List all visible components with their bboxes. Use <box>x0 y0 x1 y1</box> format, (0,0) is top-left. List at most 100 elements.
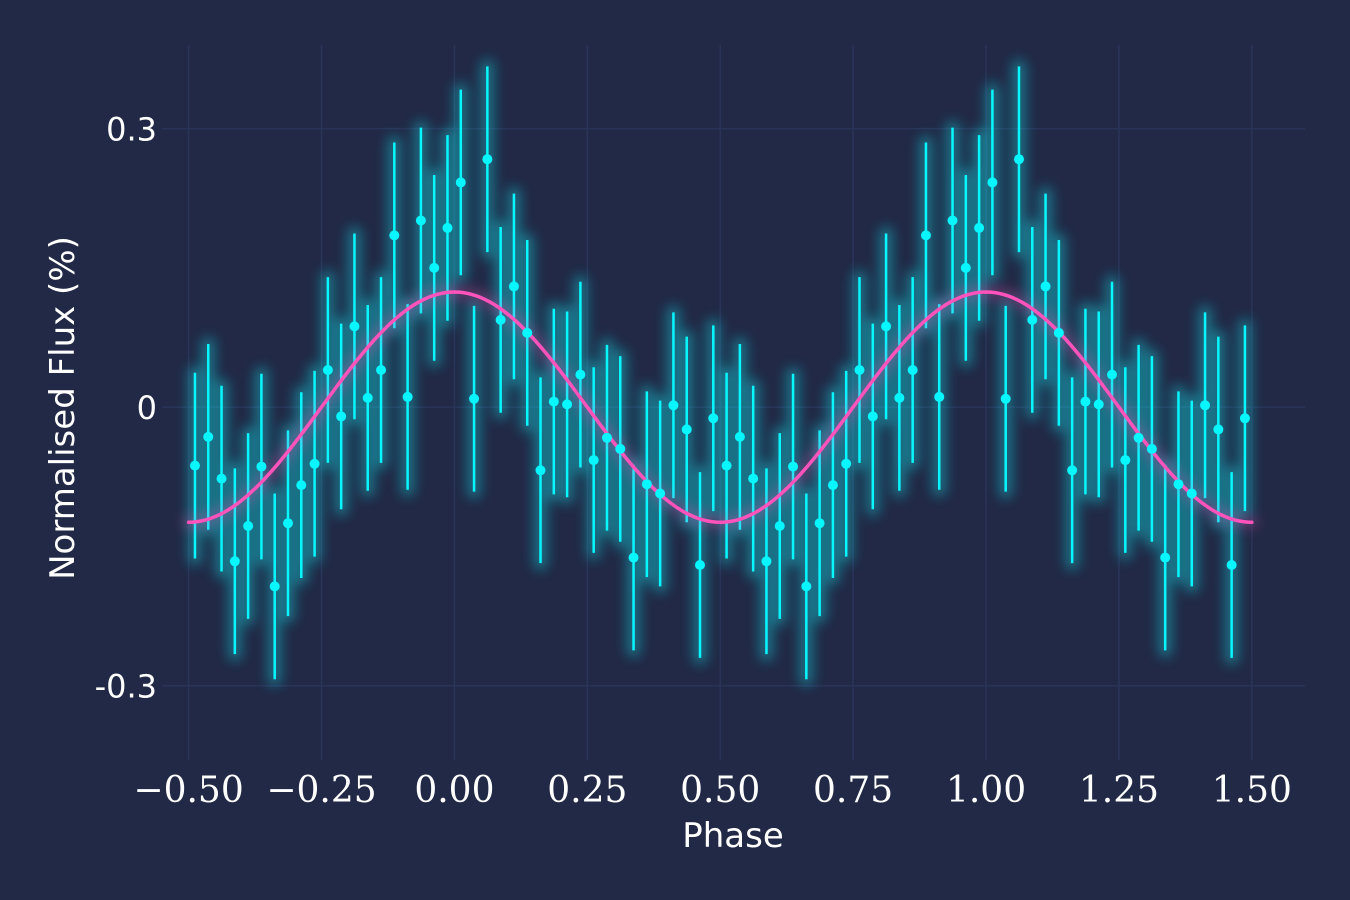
data-point <box>668 400 679 411</box>
data-point <box>1067 465 1078 476</box>
model-line-group <box>181 284 1259 530</box>
data-point <box>296 480 307 491</box>
data-point <box>1120 455 1131 466</box>
data-point <box>655 488 666 499</box>
data-point <box>189 460 200 471</box>
y-tick-label: 0.3 <box>106 111 157 149</box>
data-point <box>1080 396 1091 407</box>
data-point <box>1107 369 1118 380</box>
data-point <box>934 391 945 402</box>
data-point <box>415 215 426 226</box>
data-point <box>641 479 652 490</box>
data-point <box>695 560 706 570</box>
y-axis-label: Normalised Flux (%) <box>43 236 83 580</box>
data-point <box>243 521 254 531</box>
data-point <box>974 222 985 233</box>
data-point <box>269 581 280 592</box>
data-point <box>628 552 639 563</box>
data-point <box>708 413 719 424</box>
data-point <box>455 177 466 188</box>
data-point <box>1000 393 1011 404</box>
data-point <box>508 281 519 292</box>
data-point <box>960 262 971 273</box>
x-axis-ticks: −0.50 −0.25 0.00 0.25 0.50 0.75 1.00 1.25 1.50 <box>133 770 1291 811</box>
data-point <box>282 518 293 529</box>
data-point <box>1160 552 1171 563</box>
data-point <box>748 473 759 484</box>
data-point <box>362 392 373 403</box>
data-point <box>216 473 227 484</box>
data-point <box>1053 327 1064 338</box>
data-point <box>322 365 333 375</box>
data-point <box>854 365 865 375</box>
data-point <box>894 392 905 403</box>
data-point <box>442 222 453 233</box>
data-point <box>907 365 918 375</box>
data-point <box>1013 154 1024 165</box>
x-tick-label: 0.50 <box>680 770 760 811</box>
x-tick-label: 1.25 <box>1079 770 1159 811</box>
data-point <box>1239 413 1250 424</box>
x-tick-label: 0.75 <box>813 770 893 811</box>
data-point <box>1186 488 1197 499</box>
data-point <box>575 369 586 380</box>
y-axis-ticks: -0.3 0 0.3 <box>95 111 157 706</box>
y-tick-label: 0 <box>137 389 157 427</box>
data-point <box>947 215 958 226</box>
data-point <box>987 177 998 188</box>
x-tick-label: 0.25 <box>547 770 627 811</box>
data-point <box>548 396 559 407</box>
y-tick-label: -0.3 <box>95 668 157 706</box>
data-point <box>1027 314 1038 325</box>
data-point <box>469 393 480 404</box>
data-point <box>1226 560 1237 570</box>
data-point <box>827 480 838 491</box>
data-point <box>761 556 772 567</box>
x-tick-label: −0.25 <box>266 770 376 811</box>
data-point <box>429 262 440 273</box>
data-point <box>1200 400 1211 411</box>
data-point <box>1173 479 1184 490</box>
data-point <box>1093 399 1104 410</box>
data-point <box>1146 443 1157 454</box>
data-point <box>203 431 214 442</box>
data-point <box>229 556 240 567</box>
data-point <box>601 432 612 443</box>
data-point <box>721 460 732 471</box>
data-point <box>881 321 892 332</box>
x-tick-label: −0.50 <box>133 770 243 811</box>
data-points <box>189 154 1250 592</box>
x-axis-label: Phase <box>682 816 784 856</box>
data-point <box>482 154 493 165</box>
data-point <box>774 521 785 531</box>
data-point <box>1040 281 1051 292</box>
data-point <box>588 455 599 466</box>
data-point <box>336 411 347 422</box>
data-point <box>734 431 745 442</box>
data-point <box>1133 432 1144 443</box>
data-point <box>522 327 533 338</box>
x-tick-label: 1.50 <box>1212 770 1292 811</box>
data-point <box>349 321 360 332</box>
data-point <box>681 424 692 435</box>
data-point <box>920 230 931 241</box>
model-line <box>186 290 1254 525</box>
data-point <box>389 230 400 241</box>
data-point <box>309 458 320 469</box>
x-tick-label: 0.00 <box>414 770 494 811</box>
data-point <box>376 365 387 375</box>
data-point <box>867 411 878 422</box>
data-point <box>402 391 413 402</box>
data-point <box>495 314 506 325</box>
data-point <box>256 461 267 472</box>
data-point <box>1213 424 1224 435</box>
x-tick-label: 1.00 <box>946 770 1026 811</box>
data-point <box>535 465 546 476</box>
data-point <box>841 458 852 469</box>
data-point <box>562 399 573 410</box>
data-point <box>788 461 799 472</box>
data-point <box>615 443 626 454</box>
data-point <box>814 518 825 529</box>
data-point <box>801 581 812 592</box>
